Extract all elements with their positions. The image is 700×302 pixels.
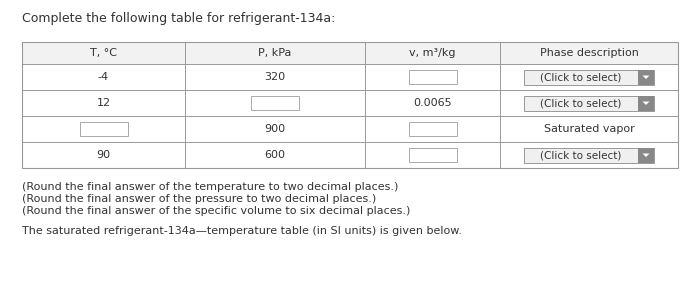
Bar bbox=[638, 69, 654, 85]
Text: P, kPa: P, kPa bbox=[258, 48, 292, 58]
Text: 0.0065: 0.0065 bbox=[413, 98, 452, 108]
Bar bbox=[22, 42, 678, 168]
Text: (Round the final answer of the pressure to two decimal places.): (Round the final answer of the pressure … bbox=[22, 194, 377, 204]
Bar bbox=[524, 69, 654, 85]
Text: (Click to select): (Click to select) bbox=[540, 98, 622, 108]
Bar bbox=[638, 95, 654, 111]
Bar bbox=[409, 148, 456, 162]
Text: v, m³/kg: v, m³/kg bbox=[410, 48, 456, 58]
Text: (Round the final answer of the temperature to two decimal places.): (Round the final answer of the temperatu… bbox=[22, 182, 398, 192]
Bar bbox=[638, 147, 654, 162]
Bar bbox=[251, 96, 299, 110]
Polygon shape bbox=[643, 76, 650, 79]
Text: (Round the final answer of the specific volume to six decimal places.): (Round the final answer of the specific … bbox=[22, 206, 410, 216]
Bar bbox=[409, 70, 456, 84]
Text: Phase description: Phase description bbox=[540, 48, 638, 58]
Text: Complete the following table for refrigerant-134a:: Complete the following table for refrige… bbox=[22, 12, 335, 25]
Bar bbox=[80, 122, 127, 136]
Text: 320: 320 bbox=[265, 72, 286, 82]
Bar bbox=[22, 42, 678, 64]
Text: Saturated vapor: Saturated vapor bbox=[544, 124, 634, 134]
Text: 12: 12 bbox=[97, 98, 111, 108]
Text: (Click to select): (Click to select) bbox=[540, 72, 622, 82]
Text: 900: 900 bbox=[265, 124, 286, 134]
Bar bbox=[524, 147, 654, 162]
Text: 90: 90 bbox=[97, 150, 111, 160]
Text: T, °C: T, °C bbox=[90, 48, 117, 58]
Bar bbox=[524, 95, 654, 111]
Bar bbox=[409, 122, 456, 136]
Text: 600: 600 bbox=[265, 150, 286, 160]
Polygon shape bbox=[643, 153, 650, 157]
Polygon shape bbox=[643, 101, 650, 105]
Text: (Click to select): (Click to select) bbox=[540, 150, 622, 160]
Text: The saturated refrigerant-134a—temperature table (in SI units) is given below.: The saturated refrigerant-134a—temperatu… bbox=[22, 226, 462, 236]
Text: -4: -4 bbox=[98, 72, 109, 82]
